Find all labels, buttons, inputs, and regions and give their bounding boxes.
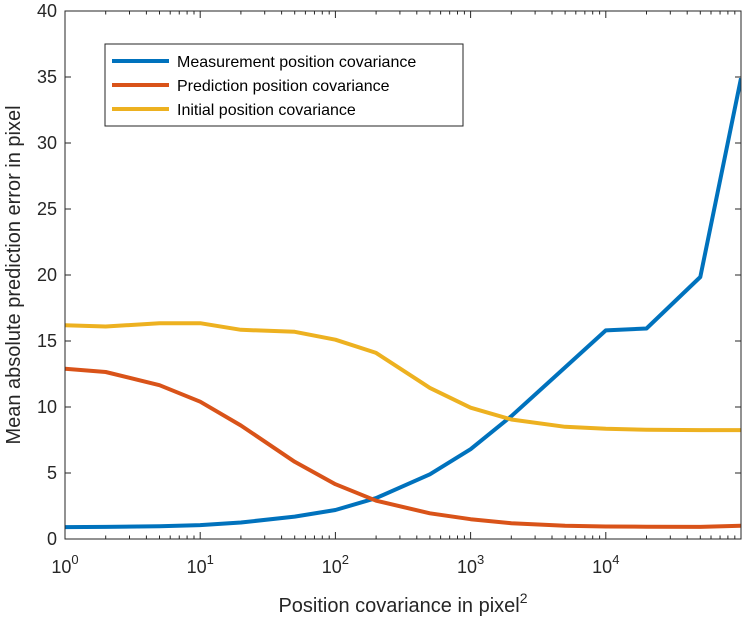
series-line-3 <box>65 321 741 433</box>
x-tick-label: 101 <box>187 552 214 577</box>
x-axis-label-superscript: 2 <box>520 590 528 606</box>
x-tick-label: 104 <box>592 552 619 577</box>
x-axis-label: Position covariance in pixel2 <box>278 590 527 617</box>
y-tick-label: 20 <box>37 265 57 285</box>
y-tick-label: 10 <box>37 397 57 417</box>
x-tick-label: 103 <box>457 552 484 577</box>
series-line-2 <box>65 366 741 529</box>
series-line-1 <box>65 77 741 530</box>
series-lines <box>65 77 741 530</box>
legend-entry-label: Prediction position covariance <box>177 78 390 95</box>
y-tick-label: 5 <box>47 463 57 483</box>
x-tick-label: 100 <box>51 552 78 577</box>
x-axis-label-text: Position covariance in pixel <box>278 595 519 617</box>
y-tick-label: 0 <box>47 529 57 549</box>
legend-entry-label: Measurement position covariance <box>177 54 416 71</box>
x-tick-label: 102 <box>322 552 349 577</box>
y-tick-label: 25 <box>37 199 57 219</box>
y-tick-label: 40 <box>37 1 57 21</box>
legend: Measurement position covariance Predictio… <box>104 43 464 127</box>
y-tick-label: 15 <box>37 331 57 351</box>
axis-ticks: 0 5 10 15 20 25 30 35 40 100 101 102 103 104 <box>37 1 741 577</box>
y-axis-label: Mean absolute prediction error in pixel <box>3 105 25 444</box>
y-tick-label: 30 <box>37 133 57 153</box>
legend-entry-label: Initial position covariance <box>177 102 356 119</box>
y-tick-label: 35 <box>37 67 57 87</box>
